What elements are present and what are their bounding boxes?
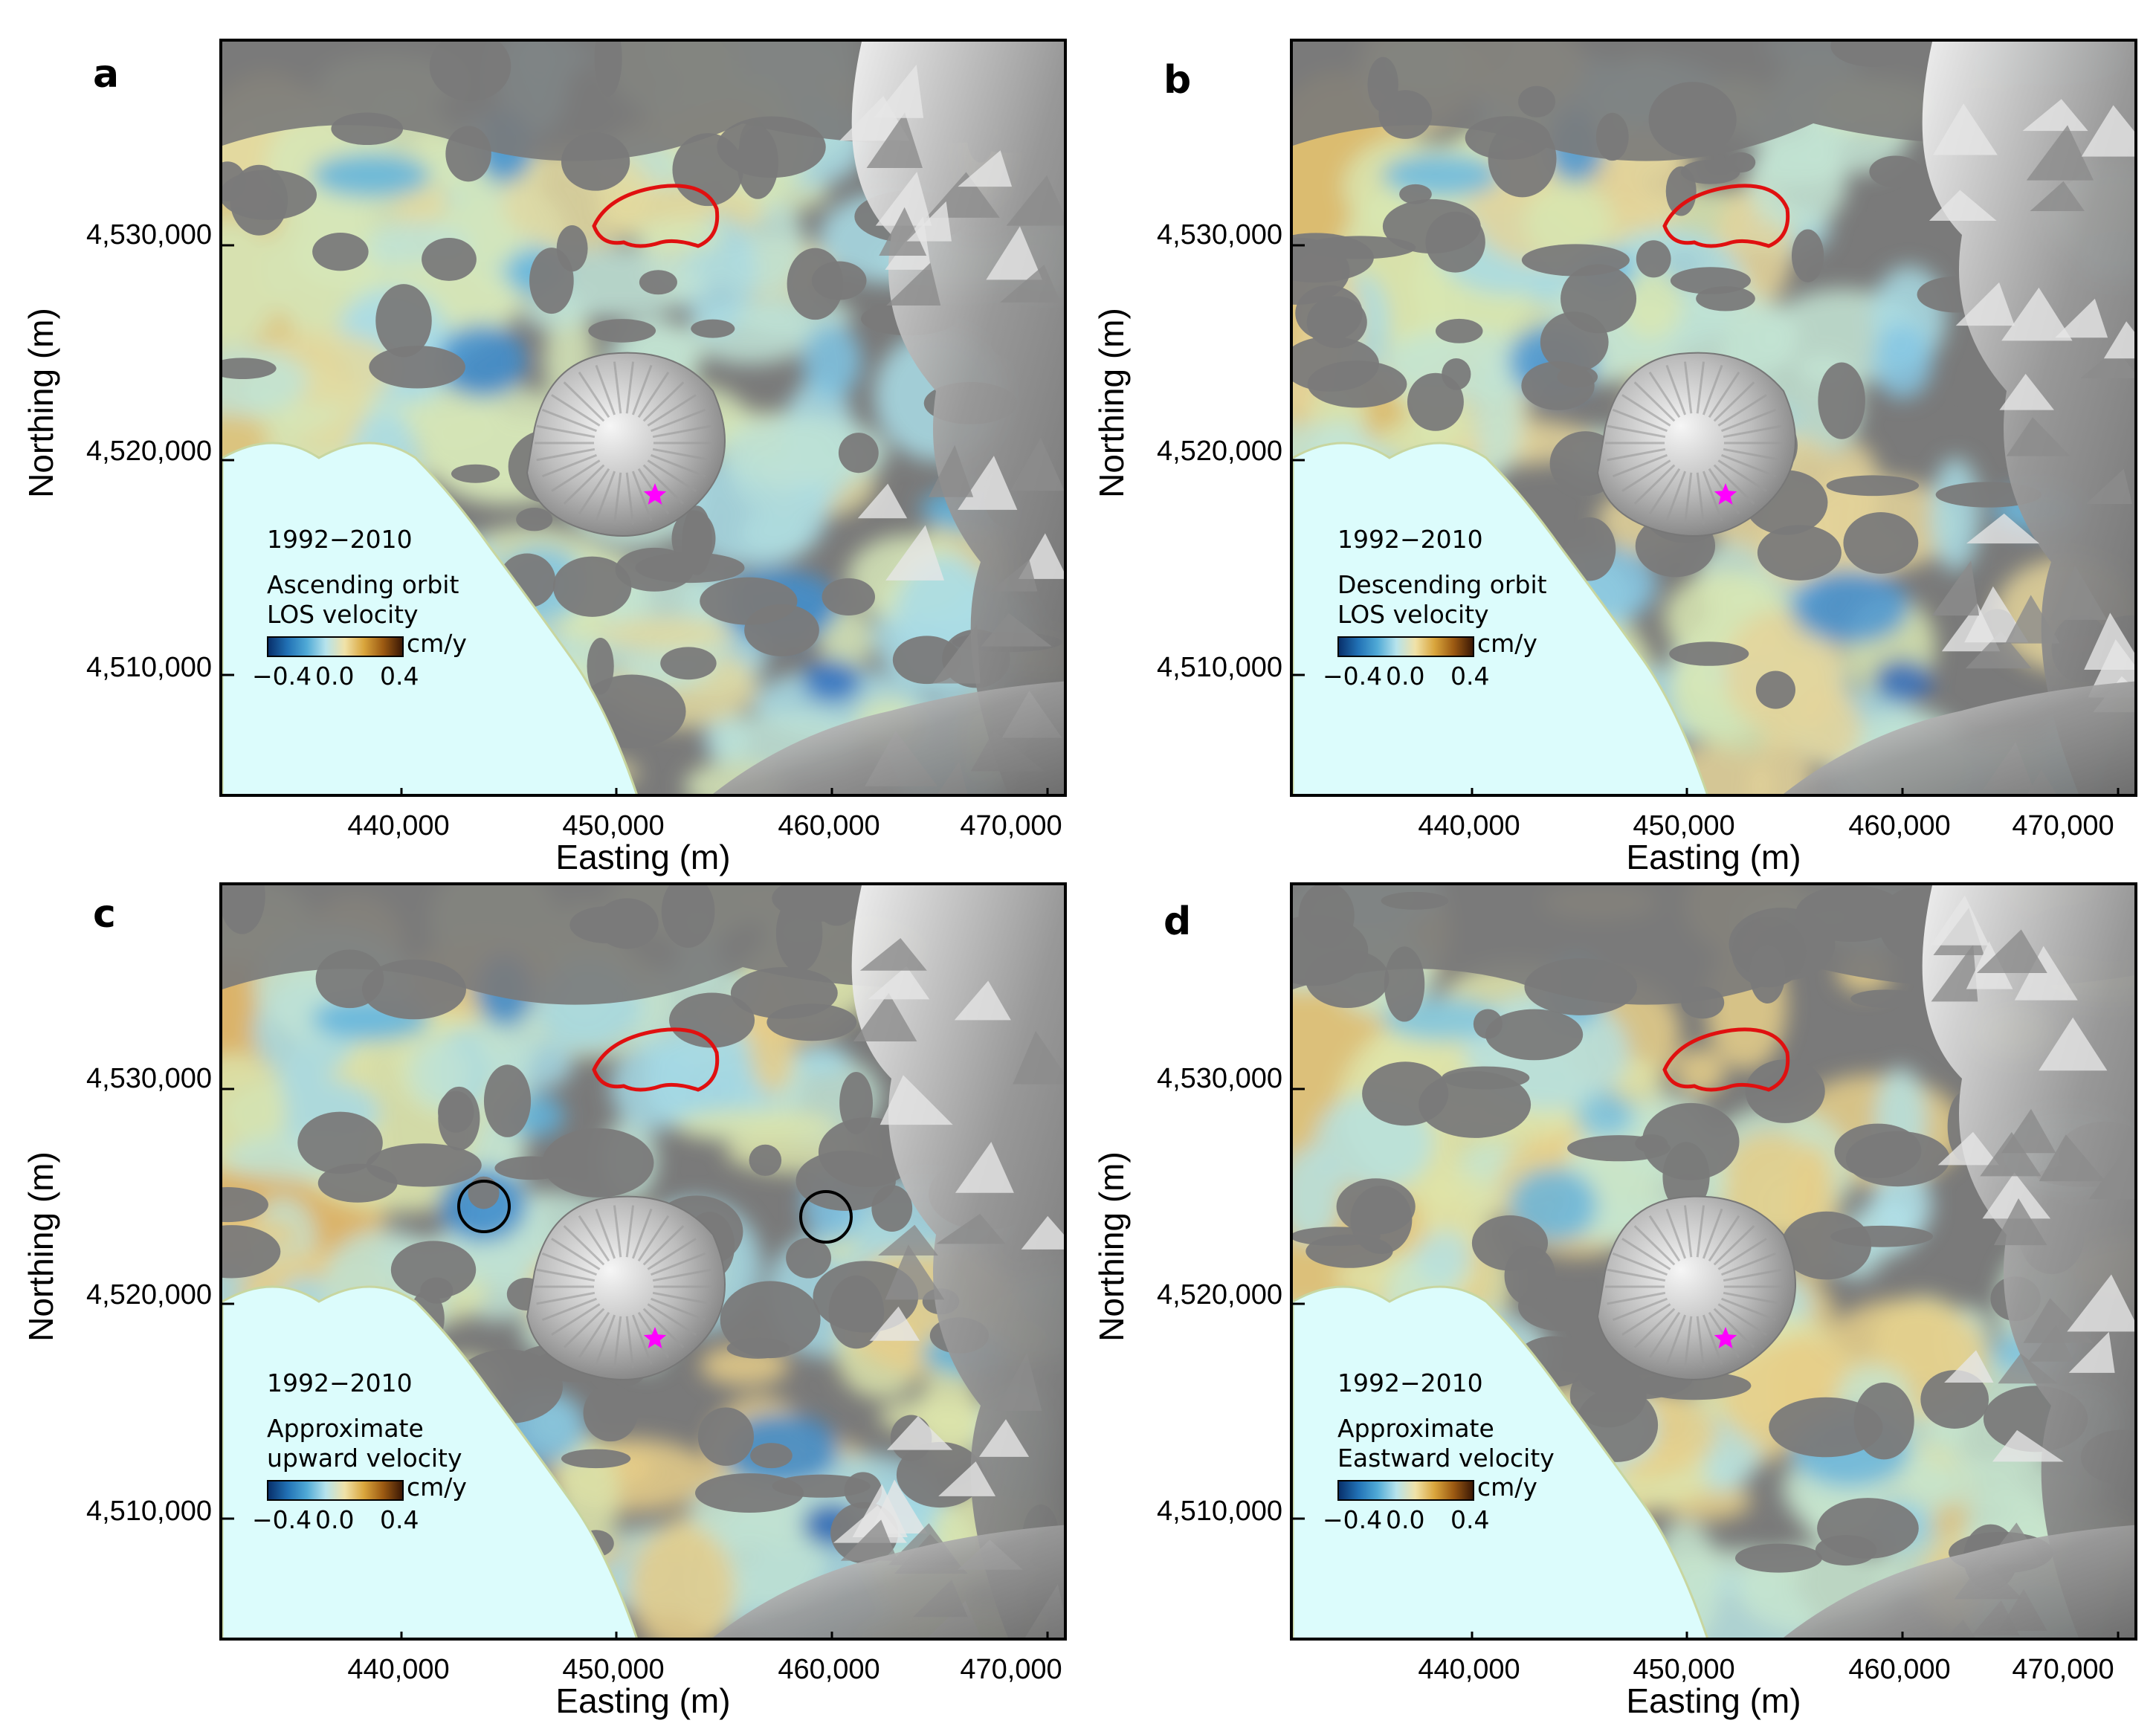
x-tick-label: 450,000 bbox=[1633, 810, 1735, 841]
x-axis-label: Easting (m) bbox=[1626, 1681, 1801, 1720]
colorbar-unit: cm/y bbox=[1477, 1473, 1537, 1502]
legend-desc-line2: LOS velocity bbox=[267, 600, 419, 629]
colorbar-tick-max: 0.4 bbox=[1450, 662, 1490, 691]
y-tick-label: 4,520,000 bbox=[85, 436, 212, 467]
x-tick-label: 470,000 bbox=[2012, 810, 2114, 841]
colorbar-unit: cm/y bbox=[1477, 629, 1537, 658]
x-axis-label: Easting (m) bbox=[1626, 838, 1801, 876]
map-canvas bbox=[222, 42, 1064, 794]
x-tick-label: 440,000 bbox=[1418, 810, 1520, 841]
panel-letter: a bbox=[93, 52, 120, 97]
legend-desc-line2: upward velocity bbox=[267, 1444, 462, 1473]
legend-period: 1992−2010 bbox=[267, 1368, 413, 1397]
y-axis-label: Northing (m) bbox=[1092, 308, 1131, 498]
circle-marker-icon bbox=[457, 1180, 511, 1233]
legend-period: 1992−2010 bbox=[1337, 525, 1483, 554]
y-axis-label: Northing (m) bbox=[22, 308, 60, 498]
vent-star-icon bbox=[643, 483, 667, 505]
colorbar bbox=[267, 1480, 404, 1501]
y-tick-label: 4,510,000 bbox=[1156, 652, 1282, 683]
map-frame: 1992−2010 Ascending orbit LOS velocity c… bbox=[219, 39, 1067, 797]
y-tick-label: 4,520,000 bbox=[1156, 1279, 1282, 1311]
x-tick-label: 460,000 bbox=[778, 810, 880, 841]
map-canvas bbox=[1293, 885, 2134, 1638]
legend-desc-line2: Eastward velocity bbox=[1337, 1444, 1555, 1473]
y-tick-label: 4,520,000 bbox=[85, 1279, 212, 1311]
panel-b: b 1992−2010 Descending orbit LOS velocit… bbox=[1071, 0, 2149, 876]
x-tick-label: 470,000 bbox=[960, 1654, 1062, 1685]
panel-c: c 1992−2010 Approximate upward velocity … bbox=[0, 844, 1078, 1720]
colorbar-tick-mid: 0.0 bbox=[315, 662, 355, 691]
legend-period: 1992−2010 bbox=[1337, 1368, 1483, 1397]
colorbar-tick-mid: 0.0 bbox=[1386, 1505, 1425, 1534]
colorbar-unit: cm/y bbox=[407, 629, 467, 658]
colorbar bbox=[1337, 1480, 1474, 1501]
x-axis-label: Easting (m) bbox=[555, 1681, 731, 1720]
x-tick-label: 460,000 bbox=[1848, 810, 1951, 841]
y-tick-label: 4,530,000 bbox=[1156, 219, 1282, 251]
colorbar bbox=[267, 636, 404, 657]
x-tick-label: 460,000 bbox=[1848, 1654, 1951, 1685]
x-tick-label: 440,000 bbox=[347, 810, 450, 841]
colorbar-tick-min: −0.4 bbox=[1323, 1505, 1383, 1534]
vent-star-icon bbox=[1714, 1327, 1737, 1348]
x-tick-label: 440,000 bbox=[347, 1654, 450, 1685]
colorbar-unit: cm/y bbox=[407, 1473, 467, 1502]
y-tick-label: 4,530,000 bbox=[85, 219, 212, 251]
vent-star-icon bbox=[1714, 483, 1737, 505]
y-tick-label: 4,530,000 bbox=[85, 1063, 212, 1094]
colorbar-tick-mid: 0.0 bbox=[1386, 662, 1425, 691]
map-canvas bbox=[222, 885, 1064, 1638]
y-tick-label: 4,530,000 bbox=[1156, 1063, 1282, 1094]
legend-desc-line1: Approximate bbox=[267, 1414, 424, 1443]
x-tick-label: 440,000 bbox=[1418, 1654, 1520, 1685]
y-tick-label: 4,510,000 bbox=[85, 1496, 212, 1527]
map-frame: 1992−2010 Approximate Eastward velocity … bbox=[1290, 882, 2137, 1641]
x-tick-label: 460,000 bbox=[778, 1654, 880, 1685]
colorbar-tick-max: 0.4 bbox=[1450, 1505, 1490, 1534]
colorbar-tick-min: −0.4 bbox=[252, 662, 312, 691]
y-tick-label: 4,520,000 bbox=[1156, 436, 1282, 467]
panel-letter: b bbox=[1163, 58, 1192, 103]
colorbar-tick-max: 0.4 bbox=[380, 662, 419, 691]
y-axis-label: Northing (m) bbox=[1092, 1151, 1131, 1342]
y-tick-label: 4,510,000 bbox=[1156, 1496, 1282, 1527]
legend-period: 1992−2010 bbox=[267, 525, 413, 554]
circle-marker-icon bbox=[799, 1190, 853, 1244]
colorbar-tick-min: −0.4 bbox=[252, 1505, 312, 1534]
map-canvas bbox=[1293, 42, 2134, 794]
panel-letter: d bbox=[1163, 899, 1192, 944]
vent-star-icon bbox=[643, 1327, 667, 1348]
legend-desc-line1: Approximate bbox=[1337, 1414, 1494, 1443]
panel-d: d 1992−2010 Approximate Eastward velocit… bbox=[1071, 844, 2149, 1720]
colorbar bbox=[1337, 636, 1474, 657]
x-tick-label: 470,000 bbox=[960, 810, 1062, 841]
x-axis-label: Easting (m) bbox=[555, 838, 731, 876]
x-tick-label: 450,000 bbox=[562, 1654, 665, 1685]
colorbar-tick-min: −0.4 bbox=[1323, 662, 1383, 691]
legend-desc-line1: Ascending orbit bbox=[267, 570, 459, 599]
x-tick-label: 450,000 bbox=[562, 810, 665, 841]
map-frame: 1992−2010 Descending orbit LOS velocity … bbox=[1290, 39, 2137, 797]
colorbar-tick-mid: 0.0 bbox=[315, 1505, 355, 1534]
colorbar-tick-max: 0.4 bbox=[380, 1505, 419, 1534]
panel-a: a 1992−2010 Ascending orbit LOS velocity… bbox=[0, 0, 1078, 876]
y-axis-label: Northing (m) bbox=[22, 1151, 60, 1342]
x-tick-label: 470,000 bbox=[2012, 1654, 2114, 1685]
y-tick-label: 4,510,000 bbox=[85, 652, 212, 683]
legend-desc-line1: Descending orbit bbox=[1337, 570, 1547, 599]
x-tick-label: 450,000 bbox=[1633, 1654, 1735, 1685]
map-frame: 1992−2010 Approximate upward velocity cm… bbox=[219, 882, 1067, 1641]
legend-desc-line2: LOS velocity bbox=[1337, 600, 1489, 629]
panel-letter: c bbox=[93, 892, 116, 937]
